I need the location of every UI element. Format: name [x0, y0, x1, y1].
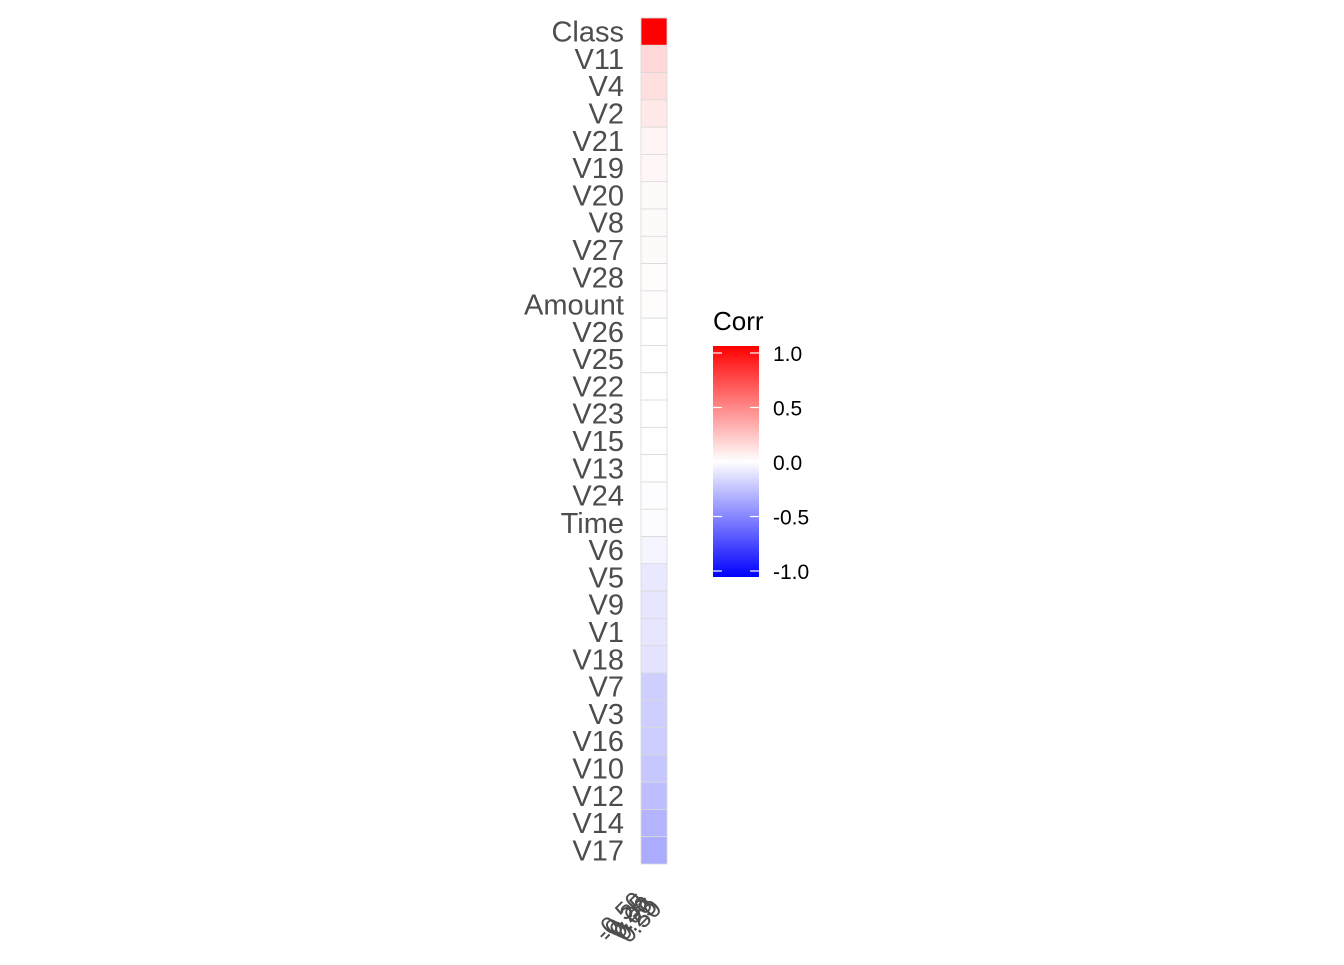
row-label-v10: V10 [572, 753, 624, 785]
heatmap-cell-v12 [640, 781, 668, 810]
heatmap-cell-time [640, 508, 668, 537]
row-label-v20: V20 [572, 180, 624, 212]
heatmap-cell-v17 [640, 836, 668, 865]
heatmap-cell-v6 [640, 536, 668, 565]
heatmap-cells [640, 17, 668, 865]
row-label-v27: V27 [572, 235, 624, 267]
heatmap-cell-v24 [640, 481, 668, 510]
heatmap-cell-v10 [640, 754, 668, 783]
row-label-v13: V13 [572, 453, 624, 485]
heatmap-cell-v20 [640, 181, 668, 210]
heatmap-cell-class [640, 17, 668, 46]
legend-title: Corr [713, 306, 764, 336]
heatmap-cell-v8 [640, 208, 668, 237]
legend-tick-label: 1.0 [773, 343, 802, 366]
row-label-v17: V17 [572, 835, 624, 867]
heatmap-cell-v21 [640, 126, 668, 155]
heatmap-cell-v13 [640, 454, 668, 483]
legend: Corr 1.0 0.5 0.0 -0.5 -1.0 [713, 306, 809, 584]
heatmap-cell-v2 [640, 99, 668, 128]
heatmap-cell-v16 [640, 727, 668, 756]
row-label-v14: V14 [572, 808, 624, 840]
heatmap-cell-v4 [640, 72, 668, 101]
row-label-v21: V21 [572, 126, 624, 158]
row-label-v4: V4 [589, 71, 624, 103]
heatmap-cell-v5 [640, 563, 668, 592]
heatmap-cell-v23 [640, 399, 668, 428]
row-label-v6: V6 [589, 535, 624, 567]
row-label-v25: V25 [572, 344, 624, 376]
heatmap-cell-v18 [640, 645, 668, 674]
row-label-v19: V19 [572, 153, 624, 185]
heatmap-cell-v28 [640, 263, 668, 292]
heatmap-cell-v3 [640, 699, 668, 728]
row-label-v3: V3 [589, 699, 624, 731]
heatmap-cell-v14 [640, 809, 668, 838]
heatmap-cell-v11 [640, 44, 668, 73]
row-label-v23: V23 [572, 399, 624, 431]
legend-tick-label: 0.0 [773, 452, 802, 475]
row-label-v11: V11 [575, 44, 624, 76]
row-label-v7: V7 [589, 672, 624, 704]
row-label-v15: V15 [572, 426, 624, 458]
heatmap-cell-v26 [640, 317, 668, 346]
row-label-v2: V2 [589, 99, 624, 131]
heatmap-cell-v27 [640, 235, 668, 265]
legend-tick-label: 0.5 [773, 398, 802, 421]
row-label-v1: V1 [589, 617, 624, 649]
heatmap-cell-v22 [640, 372, 668, 401]
row-label-time: Time [561, 508, 624, 540]
heatmap-cell-v19 [640, 154, 668, 183]
row-label-v16: V16 [572, 726, 624, 758]
heatmap-cell-v9 [640, 590, 668, 619]
row-label-v12: V12 [572, 781, 624, 813]
legend-ticks: 1.0 0.5 0.0 -0.5 -1.0 [713, 343, 809, 584]
heatmap-cell-v15 [640, 426, 668, 456]
x-axis-tick-labels: -0.50-0.250.000.250.50 [589, 886, 667, 948]
legend-tick-label: -0.5 [773, 507, 809, 530]
row-label-v18: V18 [572, 644, 624, 676]
row-labels: ClassV11V4V2V21V19V20V8V27V28AmountV26V2… [524, 17, 624, 868]
heatmap-cell-v1 [640, 617, 668, 647]
heatmap-cell-v7 [640, 672, 668, 701]
heatmap-cell-amount [640, 290, 668, 319]
row-label-v26: V26 [572, 317, 624, 349]
row-label-v8: V8 [589, 208, 624, 240]
row-label-v28: V28 [572, 262, 624, 294]
row-label-amount: Amount [524, 290, 624, 322]
heatmap-cell-v25 [640, 345, 668, 374]
row-label-v22: V22 [572, 371, 624, 403]
row-label-class: Class [551, 17, 624, 49]
row-label-v9: V9 [589, 590, 624, 622]
legend-tick-label: -1.0 [773, 561, 809, 584]
row-label-v24: V24 [572, 481, 624, 513]
row-label-v5: V5 [589, 562, 624, 594]
